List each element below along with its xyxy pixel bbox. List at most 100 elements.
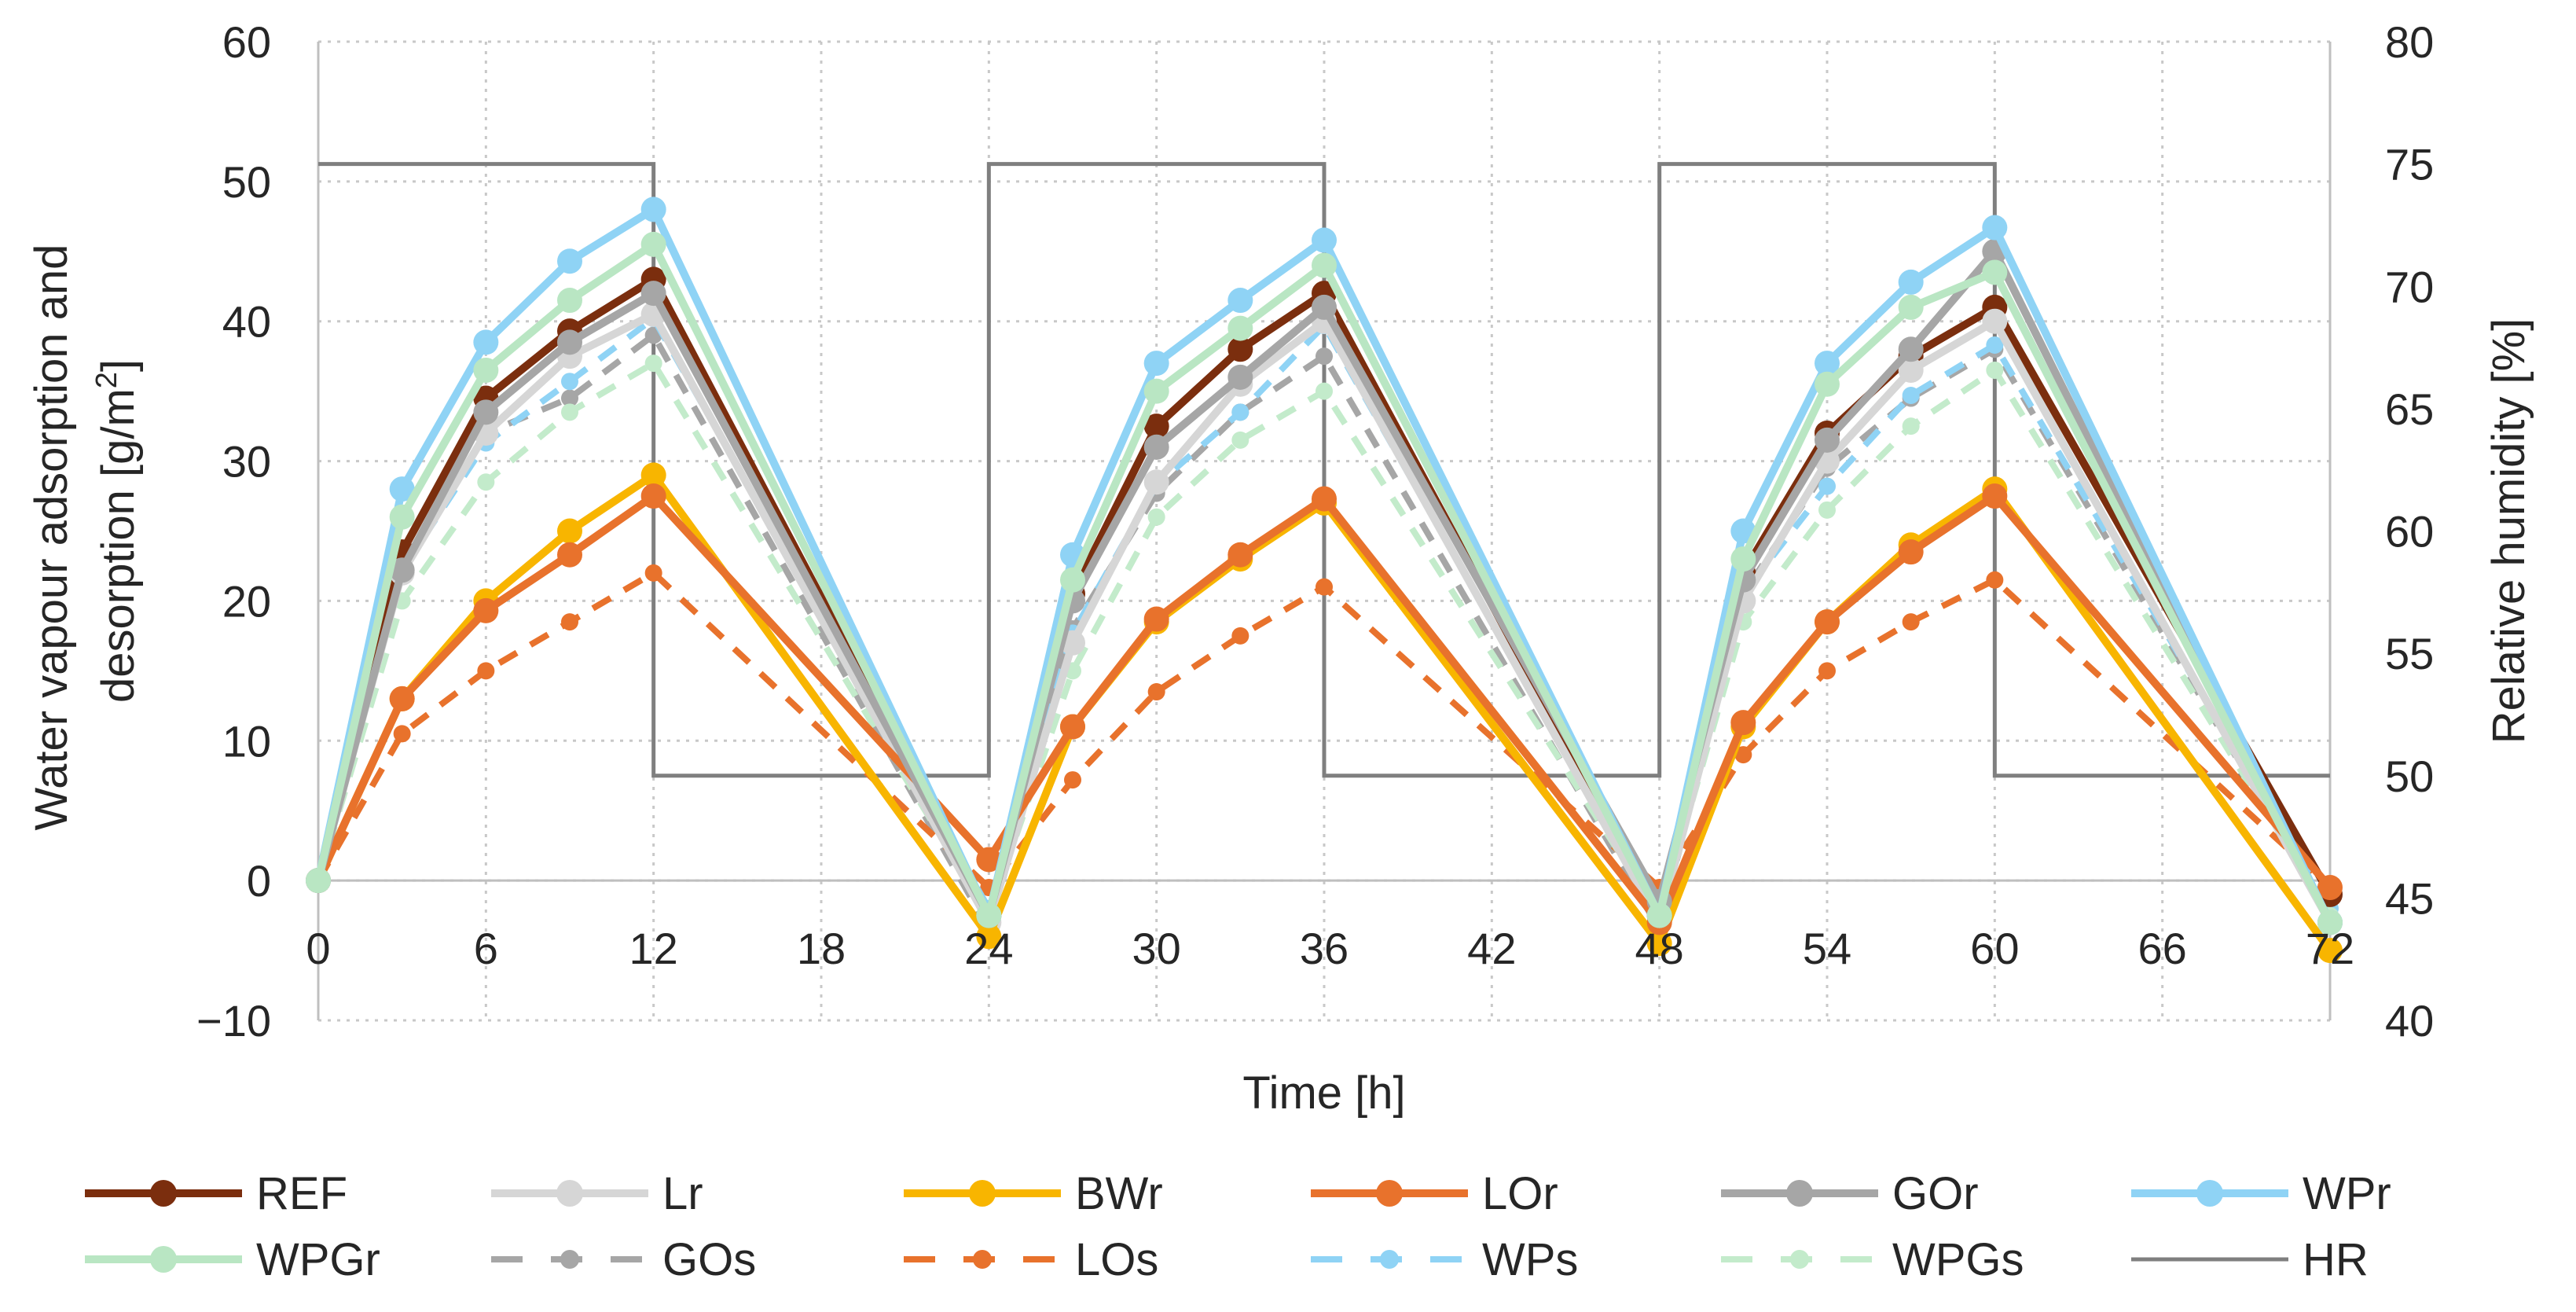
y-right-tick-label: 40 <box>2385 996 2434 1046</box>
data-point-lor <box>389 685 415 711</box>
legend-item-gos: GOs <box>491 1234 756 1285</box>
data-point-wpgr <box>1982 259 2008 285</box>
legend-label-wpr: WPr <box>2303 1168 2391 1219</box>
x-tick-label: 24 <box>964 924 1013 973</box>
legend-marker-bwr <box>969 1180 996 1207</box>
y-axis-left-title-line2: desorption [g/m <box>93 388 144 703</box>
data-point-wps <box>1818 477 1836 495</box>
legend-item-wpgr: WPGr <box>85 1234 380 1285</box>
data-point-lor <box>976 847 1002 873</box>
data-point-los <box>1818 662 1836 680</box>
legend-item-lr: Lr <box>491 1168 703 1219</box>
x-tick-label: 12 <box>629 924 678 973</box>
y-axis-right-title: Relative humidity [%] <box>2483 318 2534 744</box>
data-point-wpgr <box>1060 567 1085 593</box>
x-tick-label: 42 <box>1467 924 1516 973</box>
data-point-lor <box>1982 483 2008 509</box>
y-left-tick-label: 50 <box>222 157 271 207</box>
series-wpgr <box>306 231 2343 935</box>
legend-label-lor: LOr <box>1482 1168 1558 1219</box>
data-point-wpgs <box>1818 501 1836 519</box>
legend-item-wpgs: WPGs <box>1721 1234 2024 1285</box>
data-point-wps <box>561 373 578 391</box>
data-point-bwr <box>976 924 1002 950</box>
data-point-wpgr <box>976 902 1002 928</box>
y-right-tick-label: 80 <box>2385 17 2434 67</box>
data-point-lor <box>1898 539 1924 565</box>
y-left-tick-label: 60 <box>222 17 271 67</box>
data-point-wpgs <box>644 355 662 373</box>
y-axis-left-title-end: ] <box>93 359 144 372</box>
series-los <box>310 564 2339 897</box>
data-point-wpgs <box>1986 361 2004 379</box>
data-point-wpr <box>1815 351 1840 377</box>
y-right-tick-label: 70 <box>2385 262 2434 311</box>
legend-marker-wps <box>1380 1250 1399 1269</box>
data-point-wpgr <box>306 868 331 894</box>
legend-label-wps: WPs <box>1482 1234 1578 1285</box>
data-point-los <box>1734 746 1752 764</box>
legend-marker-wpgr <box>150 1246 177 1273</box>
series-line-wpgs <box>315 360 2333 919</box>
data-point-gor <box>557 329 582 355</box>
data-point-gor <box>1227 364 1253 390</box>
legend-label-ref: REF <box>256 1168 347 1219</box>
legend-marker-ref <box>150 1180 177 1207</box>
legend-item-bwr: BWr <box>904 1168 1163 1219</box>
data-point-wpgr <box>1143 378 1169 404</box>
legend-label-hr: HR <box>2303 1234 2369 1285</box>
data-point-wpgr <box>2317 910 2343 935</box>
data-point-gor <box>389 557 415 583</box>
data-point-gor <box>1815 427 1840 453</box>
data-point-lor <box>1312 486 1337 512</box>
data-point-lor <box>557 542 582 568</box>
series-line-lr <box>314 310 2334 927</box>
data-point-wpr <box>1227 288 1253 314</box>
data-point-wpr <box>1898 269 1924 295</box>
data-point-bwr <box>2317 938 2343 964</box>
tick-labels: −10 0 10 20 30 40 50 60 40 45 50 55 60 65 70 75 80 0 6 12 18… <box>196 17 2434 1046</box>
data-point-lr <box>1982 308 2008 334</box>
data-point-los <box>1902 613 1920 631</box>
data-point-gos <box>561 389 578 407</box>
x-tick-label: 72 <box>2306 924 2354 973</box>
legend-item-lor: LOr <box>1311 1168 1558 1219</box>
data-point-wpgr <box>473 357 499 383</box>
data-point-wpr <box>1312 227 1337 253</box>
data-point-los <box>561 613 578 631</box>
series-line-lor <box>314 492 2333 927</box>
data-point-los <box>644 564 662 582</box>
data-point-bwr <box>557 518 582 544</box>
data-point-bwr <box>1646 931 1672 957</box>
series-wpr <box>306 197 2343 935</box>
data-point-lor <box>473 597 499 623</box>
data-point-wpgs <box>477 473 495 491</box>
data-point-ref <box>1143 413 1169 439</box>
y-axis-left-title-superscript: 2 <box>90 372 123 388</box>
legend: REF Lr BWr LOr GOr WPr WPGr GOs LOs WPs WPGs HR <box>85 1168 2391 1285</box>
data-point-lor <box>2317 875 2343 901</box>
y-left-tick-label: −10 <box>196 996 271 1046</box>
data-point-wpgs <box>1231 431 1249 449</box>
data-point-bwr <box>640 462 666 488</box>
y-right-tick-label: 75 <box>2385 140 2434 189</box>
legend-label-gor: GOr <box>1892 1168 1979 1219</box>
series-line-los <box>315 569 2332 891</box>
data-point-wpgr <box>1815 371 1840 397</box>
legend-item-hr: HR <box>2131 1234 2369 1285</box>
data-point-gos <box>1316 347 1333 366</box>
series-line-wps <box>315 315 2333 919</box>
x-axis-title: Time [h] <box>1242 1068 1405 1119</box>
data-point-wpgr <box>389 504 415 530</box>
data-point-wpgr <box>557 288 582 314</box>
data-point-wps <box>1986 336 2004 354</box>
data-point-gor <box>473 399 499 425</box>
data-point-wpr <box>1143 351 1169 377</box>
legend-label-los: LOs <box>1075 1234 1158 1285</box>
y-axis-left-title: Water vapour adsorption and desorption [… <box>26 232 144 831</box>
x-tick-label: 36 <box>1300 924 1349 973</box>
y-right-tick-label: 60 <box>2385 507 2434 557</box>
data-point-ref <box>1227 336 1253 362</box>
